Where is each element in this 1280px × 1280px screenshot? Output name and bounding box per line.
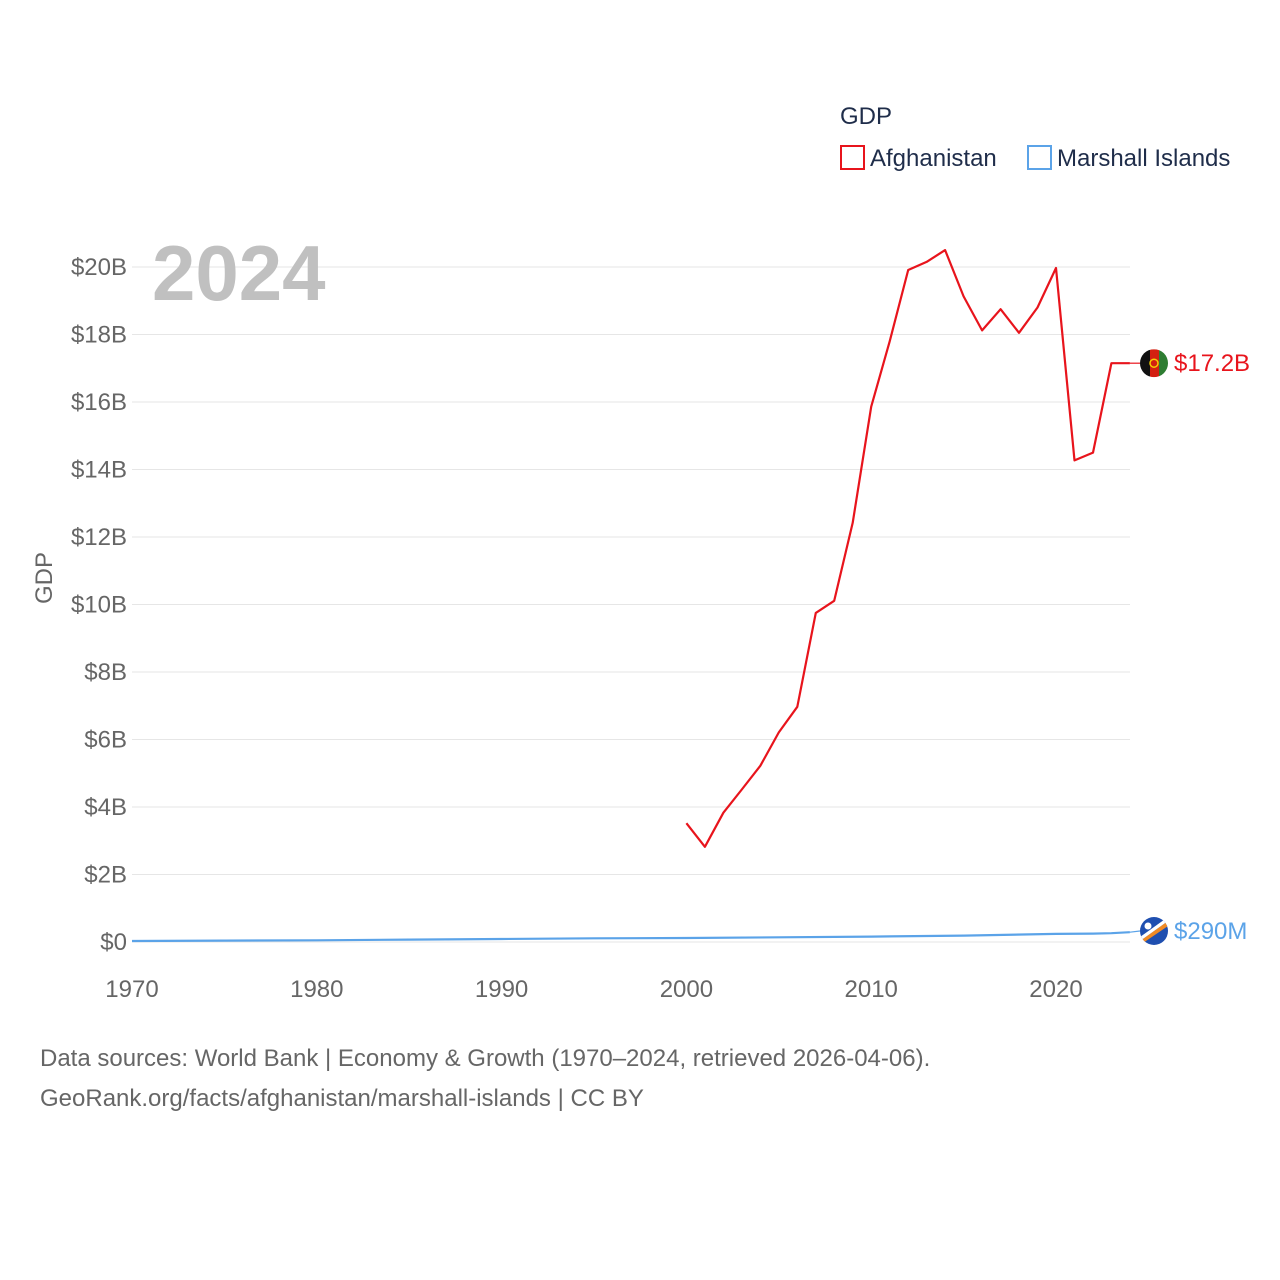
end-value-label: $17.2B: [1174, 350, 1250, 377]
x-tick-label: 1980: [290, 976, 343, 1003]
source-line: Data sources: World Bank | Economy & Gro…: [40, 1045, 931, 1072]
x-axis-ticks: 1970 1980 1990 2000 2010 2020: [105, 976, 1082, 1003]
source-url: GeoRank.org/facts/afghanistan/marshall-i…: [40, 1085, 644, 1112]
legend-swatch-afghanistan[interactable]: [840, 145, 865, 170]
series-line-marshall-islands[interactable]: [131, 931, 1130, 943]
legend-swatch-marshall-islands[interactable]: [1027, 145, 1052, 170]
legend-title: GDP: [840, 103, 892, 130]
y-tick-label: $10B: [71, 592, 127, 619]
legend-label-marshall-islands[interactable]: Marshall Islands: [1057, 145, 1230, 172]
marshall-islands-flag-icon: [1140, 917, 1168, 945]
x-tick-label: 2000: [660, 976, 713, 1003]
series-lines: [131, 249, 1130, 943]
y-tick-label: $2B: [84, 862, 127, 889]
afghanistan-flag-icon: [1140, 349, 1168, 378]
gridlines: [132, 266, 1130, 943]
y-tick-label: $12B: [71, 524, 127, 551]
end-connector: [1129, 930, 1141, 933]
y-tick-label: $14B: [71, 457, 127, 484]
y-tick-label: $18B: [71, 322, 127, 349]
y-tick-label: $16B: [71, 389, 127, 416]
y-axis-label: GDP: [31, 552, 58, 604]
y-tick-label: $4B: [84, 794, 127, 821]
y-axis-ticks: $0 $2B $4B $6B $8B $10B $12B $14B $16B $18B $20B: [71, 254, 127, 956]
x-tick-label: 2010: [845, 976, 898, 1003]
x-tick-label: 2020: [1029, 976, 1082, 1003]
series-end-markers: $17.2B $290M: [1129, 349, 1250, 945]
x-tick-label: 1970: [105, 976, 158, 1003]
y-tick-label: $6B: [84, 727, 127, 754]
series-line-afghanistan[interactable]: [685, 249, 1130, 848]
legend-label-afghanistan[interactable]: Afghanistan: [870, 145, 997, 172]
y-tick-label: $20B: [71, 254, 127, 281]
legend: GDP Afghanistan Marshall Islands: [840, 103, 1230, 172]
y-tick-label: $0: [100, 929, 127, 956]
end-value-label: $290M: [1174, 918, 1247, 945]
year-watermark: 2024: [152, 229, 326, 317]
y-tick-label: $8B: [84, 659, 127, 686]
x-tick-label: 1990: [475, 976, 528, 1003]
